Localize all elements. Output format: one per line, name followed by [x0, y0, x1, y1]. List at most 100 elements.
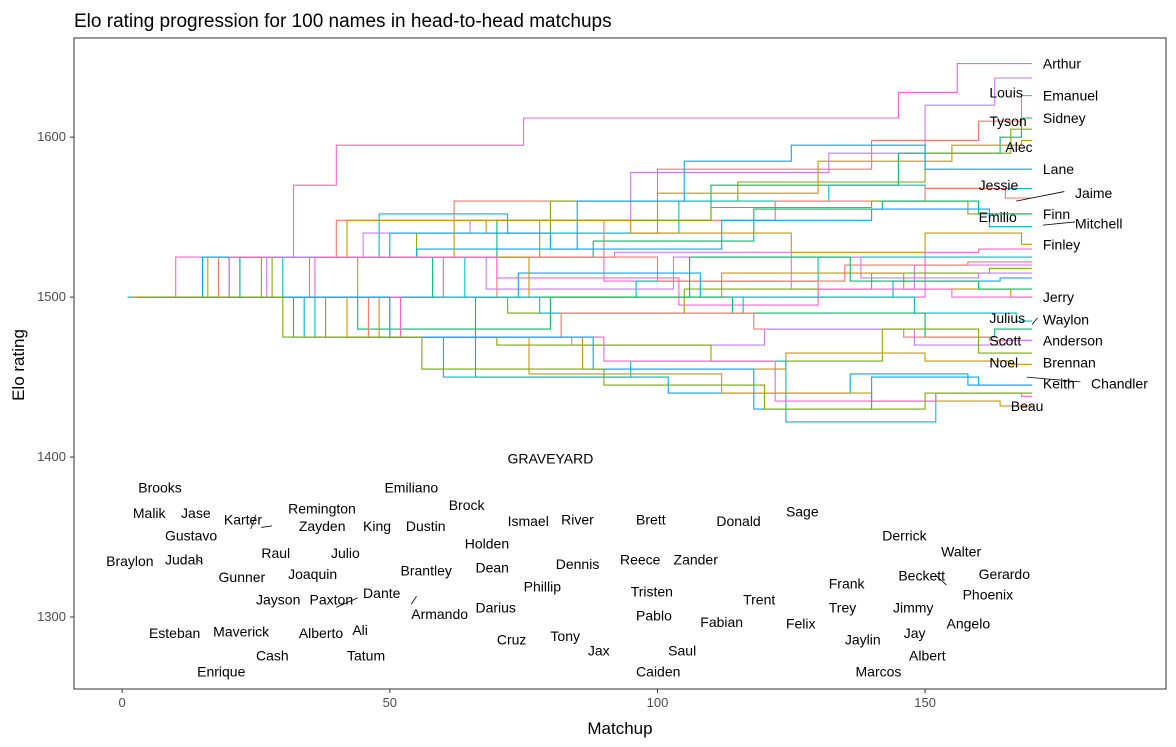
leader-line-5: [196, 559, 203, 563]
leader-line-6: [250, 514, 257, 530]
plot-panel: [73, 37, 1167, 690]
graveyard-label-cruz: Cruz: [497, 631, 527, 647]
graveyard-label-alberto: Alberto: [299, 625, 344, 641]
final-label-waylon: Waylon: [1043, 312, 1089, 328]
series-line-28: [148, 296, 1033, 362]
graveyard-label-jax: Jax: [588, 643, 610, 659]
graveyard-label-armando: Armando: [411, 606, 468, 622]
series-line-25: [154, 296, 1033, 338]
graveyard-label-dennis: Dennis: [556, 556, 600, 572]
graveyard-label-darius: Darius: [475, 599, 515, 615]
graveyard-label-enrique: Enrique: [197, 663, 245, 679]
leader-line-4: [1026, 376, 1081, 383]
graveyard-label-reece: Reece: [620, 551, 661, 567]
final-label-scott: Scott: [989, 332, 1021, 348]
final-label-julius: Julius: [989, 310, 1025, 326]
final-label-chandler: Chandler: [1091, 375, 1148, 391]
graveyard-label-gunner: Gunner: [219, 569, 266, 585]
final-label-louis: Louis: [989, 84, 1022, 100]
y-tick-label: 1300: [37, 609, 66, 624]
final-label-sidney: Sidney: [1043, 110, 1086, 126]
leader-line-3: [1031, 317, 1038, 325]
series-line-26: [143, 296, 1033, 341]
graveyard-label-walter: Walter: [941, 543, 981, 559]
final-label-alec: Alec: [1005, 139, 1032, 155]
graveyard-label-gustavo: Gustavo: [165, 527, 217, 543]
series-line-23: [138, 256, 1033, 306]
graveyard-label-jay: Jay: [904, 625, 926, 641]
graveyard-label-angelo: Angelo: [947, 615, 991, 631]
graveyard-label-brantley: Brantley: [401, 563, 452, 579]
graveyard-label-trey: Trey: [829, 599, 856, 615]
series-line-34: [148, 296, 1033, 410]
graveyard-label-caiden: Caiden: [636, 663, 680, 679]
final-label-anderson: Anderson: [1043, 332, 1103, 348]
final-label-finley: Finley: [1043, 236, 1080, 252]
x-tick-label: 150: [914, 695, 936, 710]
graveyard-label-emiliano: Emiliano: [384, 479, 438, 495]
final-label-finn: Finn: [1043, 206, 1070, 222]
x-tick-label: 50: [383, 695, 397, 710]
graveyard-label-paxton: Paxton: [310, 591, 354, 607]
graveyard-label-brooks: Brooks: [138, 479, 182, 495]
graveyard-label-river: River: [561, 511, 594, 527]
y-tick-label: 1400: [37, 449, 66, 464]
series-line-32: [143, 296, 1033, 407]
graveyard-label-dustin: Dustin: [406, 518, 446, 534]
final-label-jessie: Jessie: [979, 177, 1019, 193]
final-label-mitchell: Mitchell: [1075, 216, 1122, 232]
final-label-tyson: Tyson: [989, 113, 1026, 129]
graveyard-label-frank: Frank: [829, 575, 866, 591]
final-label-beau: Beau: [1011, 398, 1044, 414]
series-line-35: [138, 296, 1033, 410]
leader-line-10: [935, 575, 947, 586]
axes: 0 50 100 150 1300 1400 1500 1600: [37, 129, 936, 710]
graveyard-label-marcos: Marcos: [856, 663, 902, 679]
graveyard-label-tony: Tony: [550, 628, 580, 644]
graveyard-label-brett: Brett: [636, 511, 666, 527]
graveyard-label-derrick: Derrick: [882, 527, 927, 543]
graveyard-label-dean: Dean: [475, 559, 508, 575]
final-label-arthur: Arthur: [1043, 56, 1081, 72]
leader-line-9: [410, 596, 417, 605]
graveyard-label-jaylin: Jaylin: [845, 631, 881, 647]
series-line-22: [159, 256, 1033, 338]
graveyard-label-zayden: Zayden: [299, 518, 346, 534]
series-lines: [127, 63, 1033, 423]
x-axis-title: Matchup: [587, 719, 652, 738]
graveyard-label-jase: Jase: [181, 505, 211, 521]
final-label-jerry: Jerry: [1043, 289, 1074, 305]
graveyard-label-julio: Julio: [331, 545, 360, 561]
final-label-emilio: Emilio: [979, 209, 1017, 225]
final-label-noel: Noel: [989, 355, 1018, 371]
graveyard-label-phoenix: Phoenix: [963, 587, 1014, 603]
graveyard-label-joaquin: Joaquin: [288, 566, 337, 582]
y-tick-label: 1500: [37, 289, 66, 304]
final-label-lane: Lane: [1043, 161, 1074, 177]
graveyard-label-zander: Zander: [674, 551, 719, 567]
graveyard-label-fabian: Fabian: [700, 614, 743, 630]
leader-line-8: [336, 597, 358, 608]
graveyard-label-judah: Judah: [165, 551, 203, 567]
graveyard-label-brock: Brock: [449, 497, 486, 513]
final-label-brennan: Brennan: [1043, 355, 1096, 371]
graveyard-label-beckett: Beckett: [898, 567, 945, 583]
y-tick-label: 1600: [37, 129, 66, 144]
graveyard-label-cash: Cash: [256, 647, 289, 663]
graveyard-label-donald: Donald: [716, 513, 760, 529]
graveyard-label-gerardo: Gerardo: [979, 566, 1031, 582]
final-label-jaime: Jaime: [1075, 185, 1113, 201]
graveyard-label-malik: Malik: [133, 505, 167, 521]
graveyard-label-king: King: [363, 518, 391, 534]
graveyard-label-jimmy: Jimmy: [893, 599, 933, 615]
graveyard-label-holden: Holden: [465, 535, 509, 551]
graveyard-label-dante: Dante: [363, 585, 401, 601]
graveyard-label-phillip: Phillip: [524, 579, 562, 595]
leader-lines: [196, 191, 1081, 608]
graveyard-label-pablo: Pablo: [636, 607, 672, 623]
x-tick-label: 100: [647, 695, 669, 710]
leader-line-7: [261, 525, 273, 528]
graveyard-label-tatum: Tatum: [347, 647, 385, 663]
series-line-21: [132, 256, 1033, 298]
